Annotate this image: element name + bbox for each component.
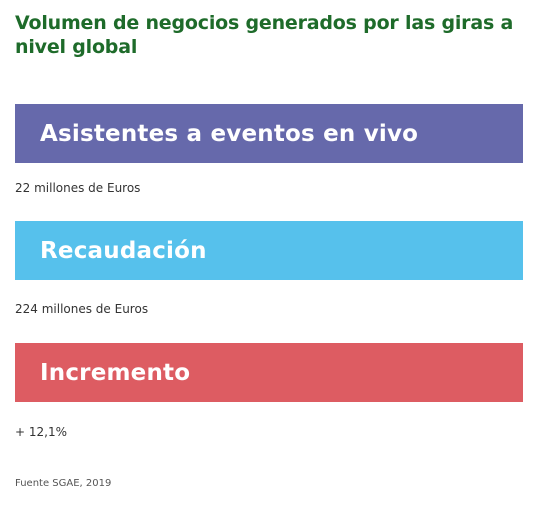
- bar-label-asistentes: Asistentes a eventos en vivo: [40, 120, 419, 147]
- bar-incremento: Incremento: [15, 343, 523, 402]
- bar-label-incremento: Incremento: [40, 359, 191, 386]
- bar-recaudacion: Recaudación: [15, 221, 523, 280]
- bar-asistentes: Asistentes a eventos en vivo: [15, 104, 523, 163]
- value-recaudacion: 224 millones de Euros: [15, 302, 149, 316]
- source-note: Fuente SGAE, 2019: [15, 478, 112, 489]
- value-asistentes: 22 millones de Euros: [15, 181, 141, 195]
- infographic-title: Volumen de negocios generados por las gi…: [15, 12, 514, 58]
- bar-label-recaudacion: Recaudación: [40, 237, 207, 264]
- value-incremento: + 12,1%: [15, 425, 67, 439]
